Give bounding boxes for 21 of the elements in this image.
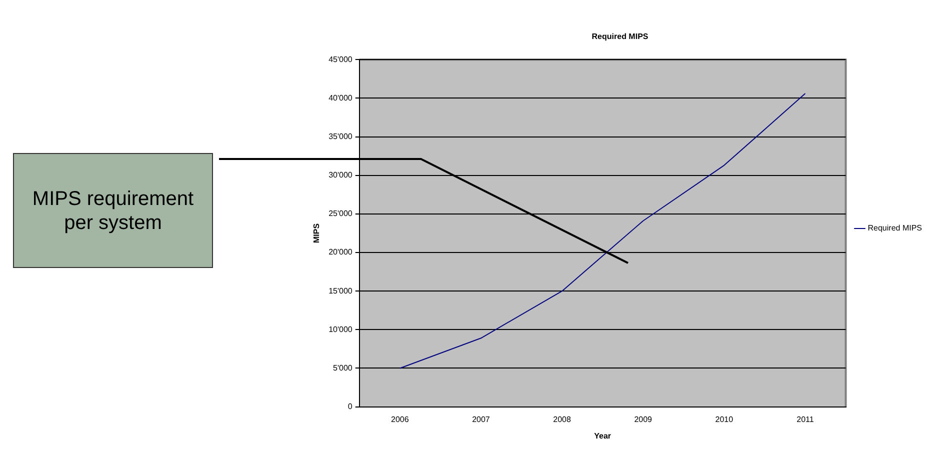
y-tick-label: 15'000: [328, 286, 353, 296]
x-tick-label: 2009: [634, 414, 653, 424]
x-tick-label: 2006: [391, 414, 410, 424]
x-tick-label: 2007: [472, 414, 490, 424]
y-tick-label: 20'000: [328, 248, 353, 257]
x-tick-label: 2010: [715, 414, 734, 424]
y-tick-label: 45'000: [328, 54, 353, 64]
x-axis-title: Year: [594, 431, 612, 440]
y-tick-label: 5'000: [333, 363, 353, 372]
legend-label: Required MIPS: [868, 224, 922, 233]
text: MIPS requirement per system: [13, 153, 213, 268]
x-tick-label: 2011: [796, 414, 814, 424]
y-tick-label: 25'000: [328, 209, 353, 218]
y-axis-title: MIPS: [312, 222, 322, 243]
chart-title: Required MIPS: [592, 32, 649, 42]
y-tick-label: 35'000: [328, 132, 353, 141]
x-tick-label: 2008: [553, 414, 572, 424]
y-tick-label: 30'000: [328, 170, 353, 180]
y-tick-label: 40'000: [328, 93, 353, 102]
y-tick-label: 0: [348, 402, 353, 412]
y-tick-label: 10'000: [328, 324, 353, 334]
